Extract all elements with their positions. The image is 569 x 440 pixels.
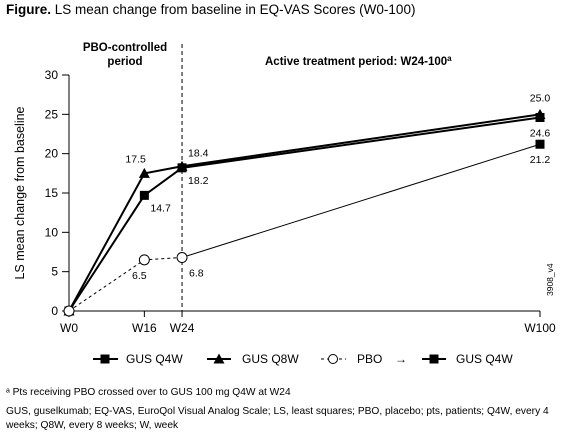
data-label-1-1: 17.5 <box>125 153 146 165</box>
x-tick-label-W0: W0 <box>60 321 78 335</box>
data-label-2-1: 6.5 <box>132 270 147 282</box>
data-label-0-3: 24.6 <box>530 127 551 139</box>
legend-marker-3 <box>429 354 439 364</box>
x-tick-label-W100: W100 <box>524 321 556 335</box>
data-label-1-2: 18.4 <box>188 147 209 159</box>
series-line-3 <box>181 143 541 258</box>
series-2-marker-2 <box>176 252 188 264</box>
x-tick-label-W16: W16 <box>132 321 157 335</box>
figure-title: Figure. LS mean change from baseline in … <box>6 2 415 17</box>
series-3-marker-1 <box>535 139 545 149</box>
legend-label-0: GUS Q4W <box>126 352 183 366</box>
y-tick-label-25: 25 <box>45 107 59 121</box>
legend-label-1: GUS Q8W <box>242 352 299 366</box>
series-1-marker-3 <box>534 108 546 119</box>
period-label-active: Active treatment period: W24-100a <box>265 54 452 68</box>
figure-title-text: LS mean change from baseline in EQ-VAS S… <box>54 2 416 17</box>
period-label-pbo-2: period <box>107 56 142 68</box>
series-2-marker-0 <box>63 305 75 317</box>
legend-arrow: → <box>395 352 407 366</box>
legend-label-2: PBO <box>357 352 382 366</box>
series-line-0 <box>68 116 541 312</box>
legend-marker-2 <box>328 354 338 364</box>
y-tick-label-0: 0 <box>51 304 58 318</box>
y-tick-label-15: 15 <box>45 186 59 200</box>
figure-label: Figure. <box>6 2 52 17</box>
figure-code: 3908_v4 <box>545 263 555 296</box>
series-0-marker-1 <box>139 190 149 200</box>
y-axis-label: LS mean change from baseline <box>13 106 27 279</box>
x-tick-label-W24: W24 <box>170 321 195 335</box>
y-tick-label-20: 20 <box>45 147 59 161</box>
legend-label-3: GUS Q4W <box>456 352 513 366</box>
series-2-marker-1 <box>138 254 150 266</box>
series-line-1 <box>68 113 541 312</box>
y-tick-label-5: 5 <box>51 265 58 279</box>
data-label-3-1: 21.2 <box>530 154 551 166</box>
y-tick-label-10: 10 <box>45 225 59 239</box>
legend-marker-1 <box>213 353 225 364</box>
data-label-0-2: 18.2 <box>188 175 209 187</box>
footnotes: ᵃ Pts receiving PBO crossed over to GUS … <box>6 386 561 438</box>
data-label-2-2: 6.8 <box>189 268 204 280</box>
data-label-1-3: 25.0 <box>530 92 551 104</box>
legend-marker-0 <box>100 354 110 364</box>
series-1-marker-1 <box>138 167 150 178</box>
period-label-pbo-1: PBO-controlled <box>83 42 167 54</box>
series-1-marker-2 <box>176 160 188 171</box>
data-label-0-1: 14.7 <box>150 202 171 214</box>
footnote-a: ᵃ Pts receiving PBO crossed over to GUS … <box>6 387 291 398</box>
footnote-abbreviations: GUS, guselkumab; EQ-VAS, EuroQol Visual … <box>6 406 549 431</box>
y-tick-label-30: 30 <box>45 68 59 82</box>
period-label-active-sup: a <box>447 54 452 63</box>
